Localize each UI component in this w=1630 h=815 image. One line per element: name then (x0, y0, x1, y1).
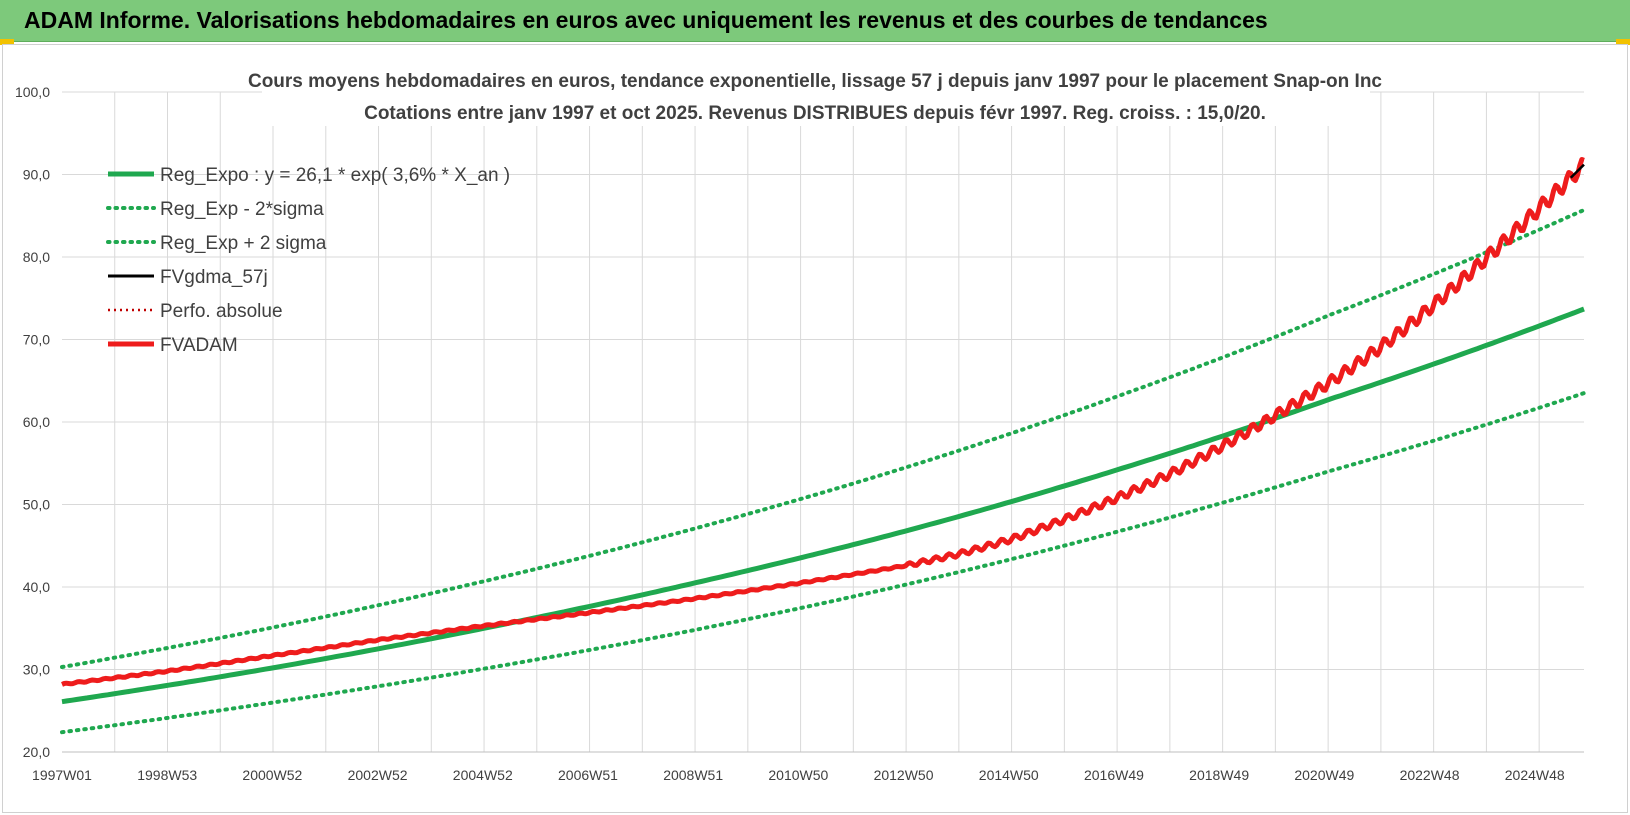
y-tick-label: 100,0 (15, 84, 50, 100)
series-reg-expo (61, 306, 1585, 705)
x-tick-label: 2020W49 (1294, 767, 1354, 783)
chart-title-line: Cotations entre janv 1997 et oct 2025. R… (364, 103, 1266, 124)
header-bar: ADAM Informe. Valorisations hebdomadaire… (0, 0, 1630, 42)
corner-mark-left (0, 39, 14, 45)
x-tick-label: 2016W49 (1084, 767, 1144, 783)
chart-title-background (262, 62, 1370, 126)
x-tick-label: 2024W48 (1505, 767, 1565, 783)
series-group (60, 157, 1586, 735)
y-tick-label: 30,0 (23, 662, 50, 678)
series-reg-exp-minus-2sigma (60, 391, 1586, 735)
series-fvgdma-57j (1569, 163, 1585, 179)
legend-label: Reg_Exp + 2 sigma (160, 233, 327, 254)
x-tick-label: 2006W51 (558, 767, 618, 783)
y-tick-label: 40,0 (23, 579, 50, 595)
legend-label: FVgdma_57j (160, 267, 268, 288)
x-tick-label: 1998W53 (137, 767, 197, 783)
series-reg-exp-plus-2sigma (60, 208, 1586, 669)
legend: Reg_Expo : y = 26,1 * exp( 3,6% * X_an )… (106, 165, 510, 356)
y-tick-label: 20,0 (23, 744, 50, 760)
corner-mark-right (1616, 39, 1630, 45)
x-tick-label: 2014W50 (979, 767, 1039, 783)
x-tick-label: 2022W48 (1400, 767, 1460, 783)
axes: 20,0 30,0 40,0 50,0 60,0 70,0 80,0 90,0 100,0 199… (15, 84, 1584, 783)
grid-lines (62, 91, 1584, 753)
legend-label: Reg_Exp - 2*sigma (160, 199, 324, 220)
x-tick-label: 2000W52 (242, 767, 302, 783)
y-tick-label: 60,0 (23, 414, 50, 430)
x-tick-label: 2002W52 (348, 767, 408, 783)
x-tick-label: 2008W51 (663, 767, 723, 783)
legend-label: FVADAM (160, 335, 238, 356)
y-tick-label: 70,0 (23, 332, 50, 348)
chart-title-group: Cours moyens hebdomadaires en euros, ten… (248, 62, 1382, 126)
y-tick-label: 90,0 (23, 167, 50, 183)
x-tick-label: 2018W49 (1189, 767, 1249, 783)
series-fvadam (61, 157, 1585, 687)
y-tick-label: 50,0 (23, 497, 50, 513)
x-tick-label: 2010W50 (768, 767, 828, 783)
chart-title-line: Cours moyens hebdomadaires en euros, ten… (248, 71, 1382, 92)
x-tick-label: 2004W52 (453, 767, 513, 783)
y-tick-label: 80,0 (23, 249, 50, 265)
legend-label: Reg_Expo : y = 26,1 * exp( 3,6% * X_an ) (160, 165, 510, 186)
x-tick-label: 1997W01 (32, 767, 92, 783)
x-tick-label: 2012W50 (874, 767, 934, 783)
page-title: ADAM Informe. Valorisations hebdomadaire… (24, 7, 1268, 33)
legend-label: Perfo. absolue (160, 301, 283, 322)
chart-frame (2, 44, 1628, 813)
